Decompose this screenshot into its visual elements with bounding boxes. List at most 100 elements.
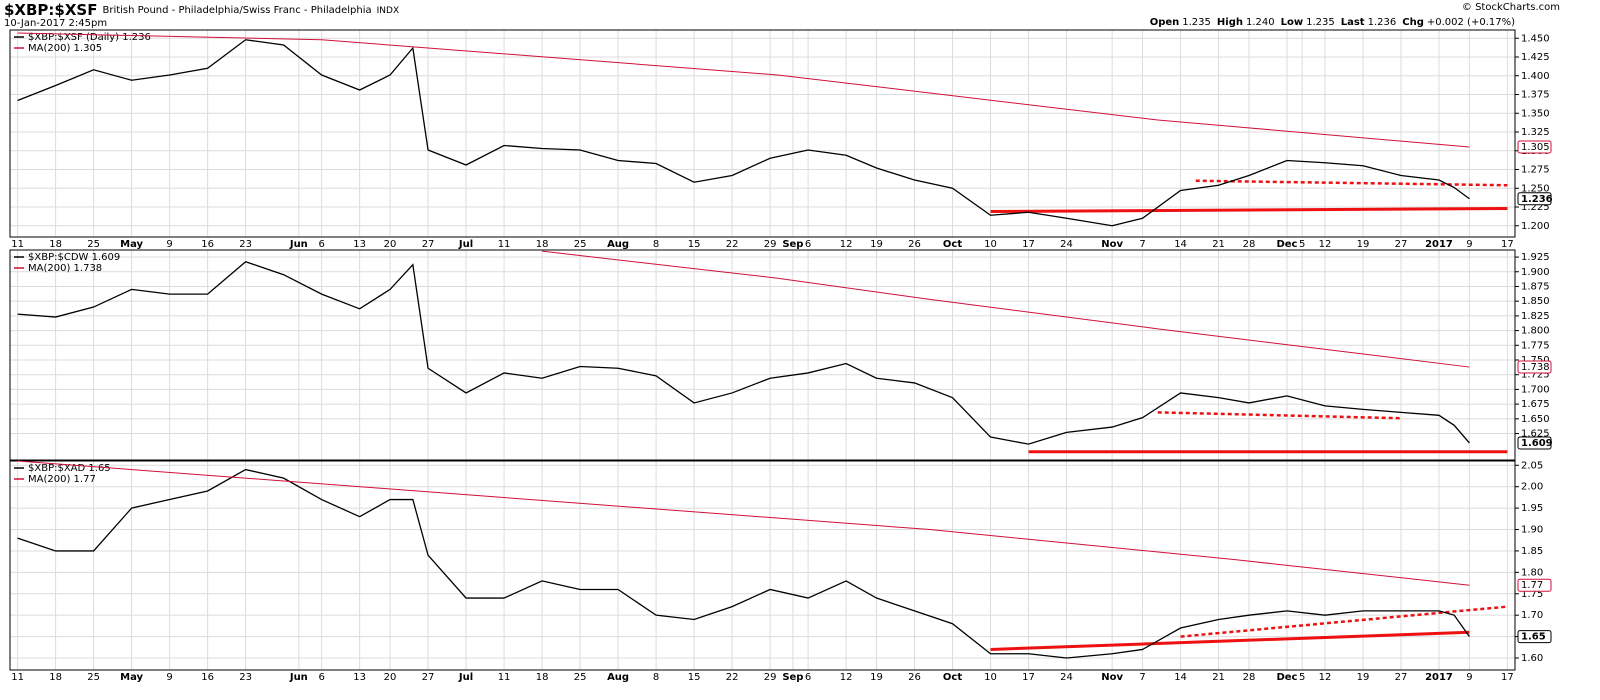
x-tick-label: 20 <box>384 672 397 683</box>
last-value-box <box>1517 630 1552 644</box>
trendline <box>990 630 1470 651</box>
y-tick-label: 1.325 <box>1521 127 1550 138</box>
x-tick-label: 11 <box>498 239 511 250</box>
exchange: INDX <box>377 6 399 16</box>
x-tick-label: Jun <box>289 672 308 683</box>
x-tick-label: 22 <box>726 672 739 683</box>
y-tick-label: 1.900 <box>1521 267 1550 278</box>
x-tick-label: 27 <box>422 672 435 683</box>
x-tick-label: 9 <box>166 672 172 683</box>
x-tick-label: 19 <box>870 672 883 683</box>
y-tick-label: 1.800 <box>1521 326 1550 337</box>
x-tick-label: Nov <box>1101 239 1123 250</box>
x-tick-label: 17 <box>1501 239 1514 250</box>
x-tick-label: 14 <box>1174 239 1187 250</box>
y-tick-label: 1.60 <box>1521 653 1543 664</box>
panel-frame <box>9 29 1516 238</box>
x-tick-label: 6 <box>805 672 811 683</box>
panel-frame <box>9 460 1516 671</box>
y-tick-label: 1.650 <box>1521 414 1550 425</box>
y-tick-label: 1.700 <box>1521 384 1550 395</box>
x-tick-label: 6 <box>318 672 324 683</box>
x-tick-label: 18 <box>49 672 62 683</box>
legend-label: MA(200) 1.77 <box>28 474 96 485</box>
y-tick-label: 1.825 <box>1521 311 1550 322</box>
series-line <box>17 32 1470 148</box>
x-tick-label: 19 <box>870 239 883 250</box>
x-tick-label: 21 <box>1212 239 1225 250</box>
x-tick-label: 12 <box>1319 239 1332 250</box>
last-value-label: 1.77 <box>1521 580 1543 591</box>
x-tick-label: 27 <box>1395 239 1408 250</box>
x-tick-label: 10 <box>984 239 997 250</box>
x-tick-label: 9 <box>1466 672 1472 683</box>
x-tick-label: 9 <box>166 239 172 250</box>
x-tick-label: Oct <box>943 672 962 683</box>
y-tick-label: 1.225 <box>1521 202 1550 213</box>
y-tick-label: 1.200 <box>1521 221 1550 232</box>
x-tick-label: 10 <box>984 672 997 683</box>
x-tick-label: 27 <box>1395 672 1408 683</box>
series-line <box>17 468 1470 659</box>
y-tick-label: 1.95 <box>1521 503 1543 514</box>
series-line <box>17 261 1470 445</box>
x-tick-label: 18 <box>536 672 549 683</box>
y-tick-label: 1.725 <box>1521 370 1550 381</box>
quote-value: 1.235 <box>1182 17 1211 28</box>
last-value-label: 1.305 <box>1521 142 1550 153</box>
x-tick-label: 24 <box>1060 239 1073 250</box>
quote-value: 1.236 <box>1368 17 1397 28</box>
x-tick-label: 9 <box>1466 239 1472 250</box>
x-tick-label: 25 <box>574 239 587 250</box>
x-tick-label: 19 <box>1357 239 1370 250</box>
x-tick-label: 25 <box>87 672 100 683</box>
x-tick-label: 27 <box>422 239 435 250</box>
legend-label: $XBP:$CDW 1.609 <box>28 252 120 263</box>
x-tick-label: Aug <box>607 239 629 250</box>
last-value-label: 1.236 <box>1521 194 1553 205</box>
x-tick-label: 21 <box>1212 672 1225 683</box>
y-tick-label: 1.350 <box>1521 108 1550 119</box>
y-tick-label: 1.425 <box>1521 52 1550 63</box>
x-tick-label: 14 <box>1174 672 1187 683</box>
x-tick-label: Oct <box>943 239 962 250</box>
last-value-label: 1.65 <box>1521 632 1546 643</box>
x-tick-label: 25 <box>574 672 587 683</box>
y-tick-label: 1.850 <box>1521 296 1550 307</box>
x-tick-label: 16 <box>201 239 214 250</box>
x-tick-label: Sep <box>782 239 803 250</box>
trendline <box>1157 411 1402 420</box>
y-tick-label: 1.80 <box>1521 567 1543 578</box>
y-tick-label: 2.00 <box>1521 482 1543 493</box>
legend-label: $XBP:$XSF (Daily) 1.236 <box>28 32 151 43</box>
x-tick-label: May <box>120 672 143 683</box>
y-tick-label: 1.375 <box>1521 90 1550 101</box>
x-tick-label: 29 <box>764 239 777 250</box>
quote-label: High <box>1217 17 1243 28</box>
trendline <box>1195 179 1508 187</box>
x-tick-label: 15 <box>688 672 701 683</box>
y-tick-label: 1.275 <box>1521 165 1550 176</box>
x-tick-label: 17 <box>1501 672 1514 683</box>
x-tick-label: 28 <box>1243 672 1256 683</box>
y-tick-label: 1.925 <box>1521 252 1550 263</box>
x-tick-label: 17 <box>1022 672 1035 683</box>
y-tick-label: 1.90 <box>1521 525 1543 536</box>
panel: 1.2001.2251.2501.2751.3001.3251.3501.375… <box>9 29 1553 250</box>
x-tick-label: 13 <box>353 239 366 250</box>
x-tick-label: 12 <box>1319 672 1332 683</box>
x-tick-label: Dec <box>1276 672 1297 683</box>
last-value-label: 1.738 <box>1521 362 1550 373</box>
last-value-box <box>1517 140 1552 154</box>
y-tick-label: 1.675 <box>1521 399 1550 410</box>
x-tick-label: 8 <box>653 239 659 250</box>
series-line <box>17 460 1470 586</box>
x-tick-label: May <box>120 239 143 250</box>
y-tick-label: 1.400 <box>1521 71 1550 82</box>
x-tick-label: 11 <box>11 672 24 683</box>
x-tick-label: 7 <box>1139 239 1145 250</box>
x-tick-label: 7 <box>1139 672 1145 683</box>
trendline <box>990 207 1508 213</box>
x-tick-label: 12 <box>840 239 853 250</box>
